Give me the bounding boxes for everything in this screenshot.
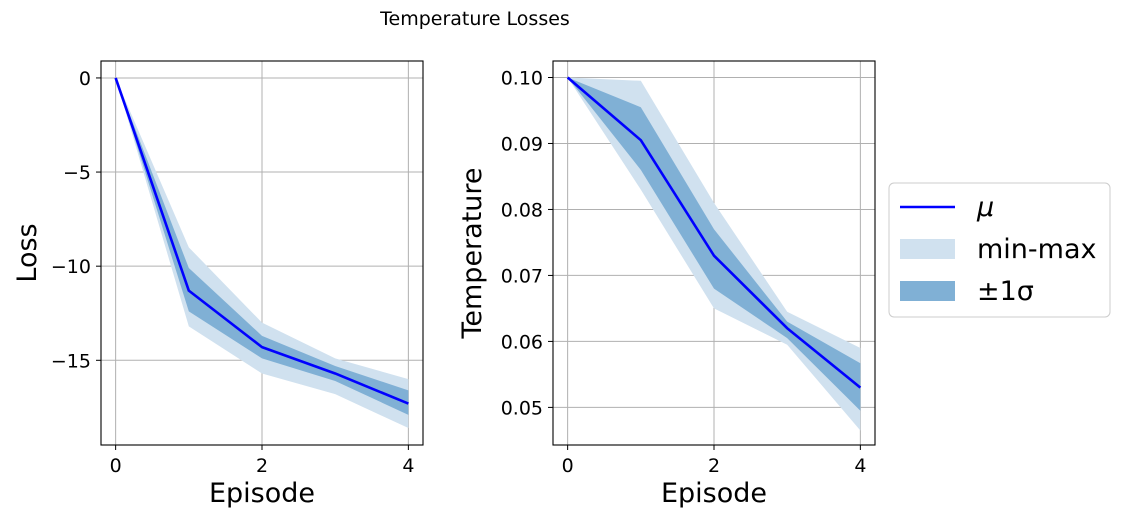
x-tick-label: 4 <box>854 455 866 477</box>
y-tick-label: 0.05 <box>501 397 543 419</box>
y-tick-label: 0.07 <box>501 265 543 287</box>
x-tick-label: 2 <box>256 455 268 477</box>
x-tick-label: 2 <box>708 455 720 477</box>
chart-panel-2: 0 2 4 0.10 0.09 0.08 0.07 0.06 0.05 Episode Temper… <box>457 60 876 509</box>
x-axis-label: Episode <box>209 478 315 509</box>
y-tick-label: −10 <box>51 256 91 278</box>
y-axis-label: Temperature <box>457 167 488 339</box>
y-tick-label: 0.06 <box>501 331 543 353</box>
legend-std-swatch <box>900 281 955 301</box>
y-tick-label: 0.08 <box>501 199 543 221</box>
chart-panel-1: 0 2 4 0 −5 −10 −15 Episode Loss <box>12 60 424 509</box>
y-tick-label: 0 <box>79 68 91 90</box>
figure-suptitle: Temperature Losses <box>380 8 570 30</box>
legend-minmax-swatch <box>900 239 955 259</box>
y-axis-label: Loss <box>12 223 43 282</box>
y-tick-label: −5 <box>63 162 91 184</box>
legend-label: ±1σ <box>977 276 1034 307</box>
y-tick-label: −15 <box>51 350 91 372</box>
x-tick-label: 4 <box>402 455 414 477</box>
legend: μ min-max ±1σ <box>888 182 1111 318</box>
mean-line <box>114 77 409 405</box>
x-tick-label: 0 <box>562 455 574 477</box>
legend-label: μ <box>976 192 994 223</box>
y-tick-label: 0.09 <box>501 133 543 155</box>
x-tick-label: 0 <box>110 455 122 477</box>
mean-line <box>566 76 862 389</box>
x-axis-label: Episode <box>661 478 767 509</box>
y-tick-label: 0.10 <box>501 67 543 89</box>
legend-label: min-max <box>977 234 1097 265</box>
